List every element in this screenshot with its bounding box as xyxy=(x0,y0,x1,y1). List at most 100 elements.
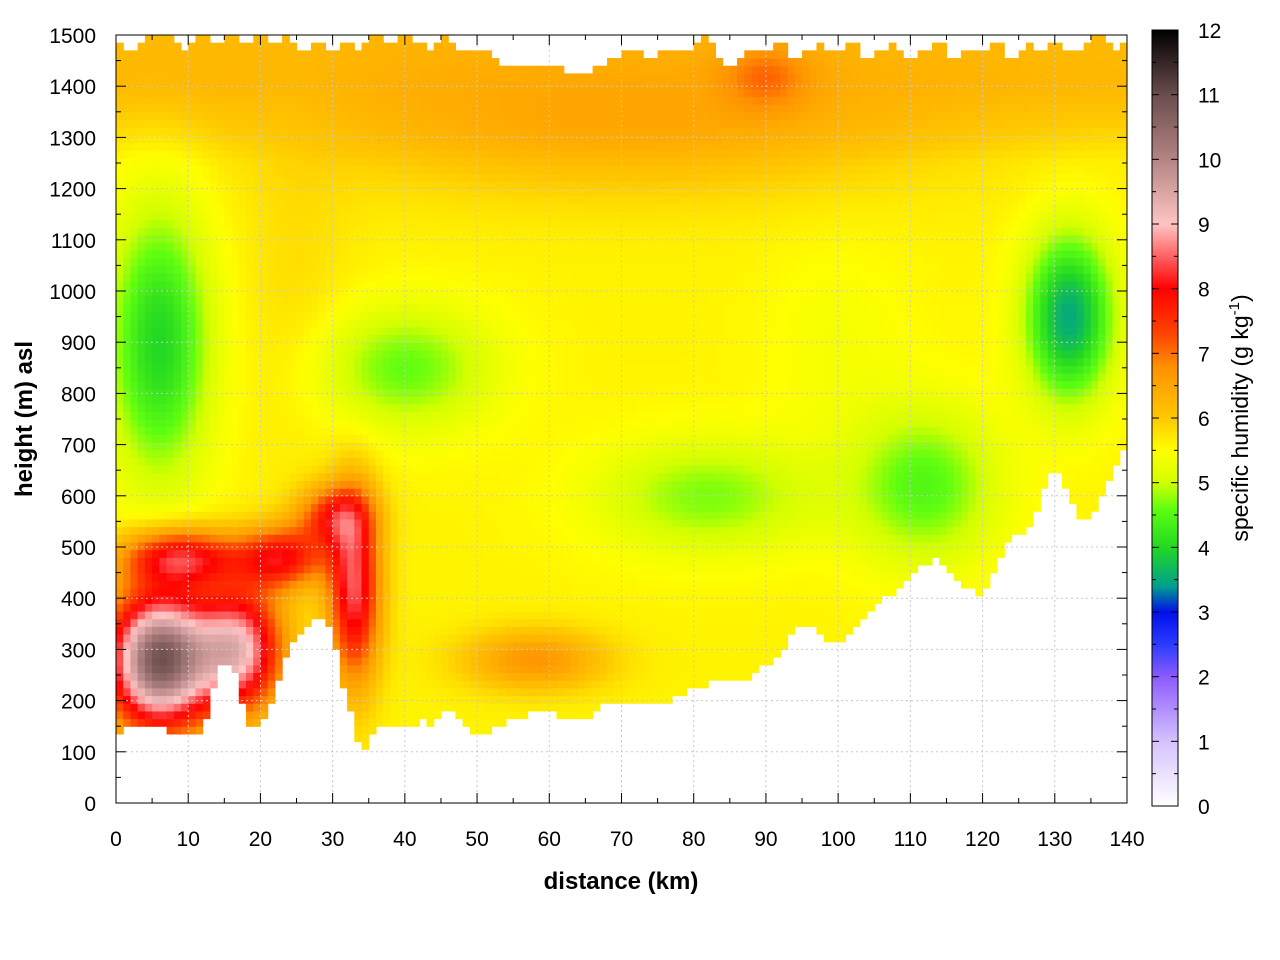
humidity-cell xyxy=(404,641,413,650)
humidity-cell xyxy=(166,42,175,51)
humidity-cell xyxy=(498,273,507,282)
humidity-cell xyxy=(144,411,153,420)
humidity-cell xyxy=(412,664,420,674)
humidity-cell xyxy=(347,426,355,435)
humidity-cell xyxy=(144,257,153,266)
humidity-cell xyxy=(231,111,240,121)
humidity-cell xyxy=(390,680,399,689)
humidity-cell xyxy=(477,334,485,343)
humidity-cell xyxy=(520,557,529,566)
humidity-cell xyxy=(375,434,384,443)
humidity-cell xyxy=(332,442,341,451)
humidity-cell xyxy=(527,526,536,535)
humidity-cell xyxy=(144,127,153,136)
humidity-cell xyxy=(195,442,204,451)
humidity-cell xyxy=(123,319,132,328)
humidity-cell xyxy=(484,634,493,643)
humidity-cell xyxy=(188,557,197,566)
humidity-cell xyxy=(433,495,442,505)
humidity-cell xyxy=(245,680,254,689)
humidity-cell xyxy=(383,134,392,144)
humidity-cell xyxy=(173,342,182,351)
humidity-cell xyxy=(498,81,507,90)
humidity-cell xyxy=(354,687,363,697)
humidity-cell xyxy=(491,342,500,351)
humidity-cell xyxy=(433,465,442,474)
humidity-cell xyxy=(188,134,197,144)
humidity-cell xyxy=(527,649,536,658)
humidity-cell xyxy=(238,227,247,236)
humidity-cell xyxy=(180,534,189,543)
humidity-cell xyxy=(166,296,175,305)
humidity-cell xyxy=(173,411,182,420)
humidity-cell xyxy=(440,196,449,205)
humidity-cell xyxy=(448,695,457,704)
humidity-cell xyxy=(180,557,189,566)
humidity-cell xyxy=(332,58,341,67)
humidity-cell xyxy=(513,349,521,359)
humidity-cell xyxy=(325,104,334,113)
humidity-cell xyxy=(455,165,464,174)
humidity-cell xyxy=(412,618,420,627)
humidity-cell xyxy=(433,234,442,243)
humidity-cell xyxy=(209,534,218,543)
humidity-cell xyxy=(260,649,269,658)
humidity-cell xyxy=(440,618,449,627)
humidity-cell xyxy=(498,557,507,566)
humidity-cell xyxy=(245,587,254,597)
humidity-cell xyxy=(180,664,189,674)
humidity-cell xyxy=(231,73,240,82)
humidity-cell xyxy=(130,634,139,643)
humidity-cell xyxy=(412,242,420,251)
humidity-cell xyxy=(188,380,197,389)
humidity-cell xyxy=(361,227,370,236)
humidity-cell xyxy=(448,50,457,59)
humidity-cell xyxy=(491,81,500,90)
humidity-cell xyxy=(498,357,507,366)
humidity-cell xyxy=(455,564,464,574)
humidity-cell xyxy=(397,572,406,581)
humidity-cell xyxy=(354,365,363,374)
humidity-cell xyxy=(469,611,478,620)
humidity-cell xyxy=(375,580,384,589)
humidity-cell xyxy=(477,557,485,566)
humidity-cell xyxy=(144,357,153,366)
humidity-cell xyxy=(520,127,529,136)
humidity-cell xyxy=(347,257,355,266)
humidity-cell xyxy=(130,641,139,650)
humidity-cell xyxy=(332,242,341,251)
humidity-cell xyxy=(390,257,399,266)
humidity-cell xyxy=(404,257,413,266)
humidity-cell xyxy=(433,388,442,397)
humidity-cell xyxy=(404,119,413,128)
humidity-cell xyxy=(419,88,428,98)
humidity-cell xyxy=(260,96,269,105)
humidity-cell xyxy=(419,196,428,205)
humidity-cell xyxy=(282,449,290,458)
humidity-cell xyxy=(325,342,334,351)
humidity-cell xyxy=(440,603,449,612)
humidity-cell xyxy=(137,42,146,51)
humidity-cell xyxy=(144,157,153,167)
humidity-cell xyxy=(498,88,507,98)
humidity-cell xyxy=(144,196,153,205)
humidity-cell xyxy=(354,603,363,612)
humidity-cell xyxy=(159,718,168,727)
humidity-cell xyxy=(390,488,399,497)
humidity-cell xyxy=(332,303,341,313)
humidity-cell xyxy=(404,104,413,113)
humidity-cell xyxy=(274,549,283,558)
humidity-cell xyxy=(505,234,514,243)
humidity-cell xyxy=(419,173,428,182)
humidity-cell xyxy=(202,357,211,366)
humidity-cell xyxy=(123,227,132,236)
humidity-cell xyxy=(217,557,225,566)
humidity-cell xyxy=(339,104,348,113)
humidity-cell xyxy=(375,104,384,113)
humidity-cell xyxy=(224,457,233,466)
humidity-cell xyxy=(433,603,442,612)
humidity-cell xyxy=(527,472,536,482)
humidity-cell xyxy=(137,227,146,236)
humidity-cell xyxy=(491,111,500,121)
humidity-cell xyxy=(433,472,442,482)
